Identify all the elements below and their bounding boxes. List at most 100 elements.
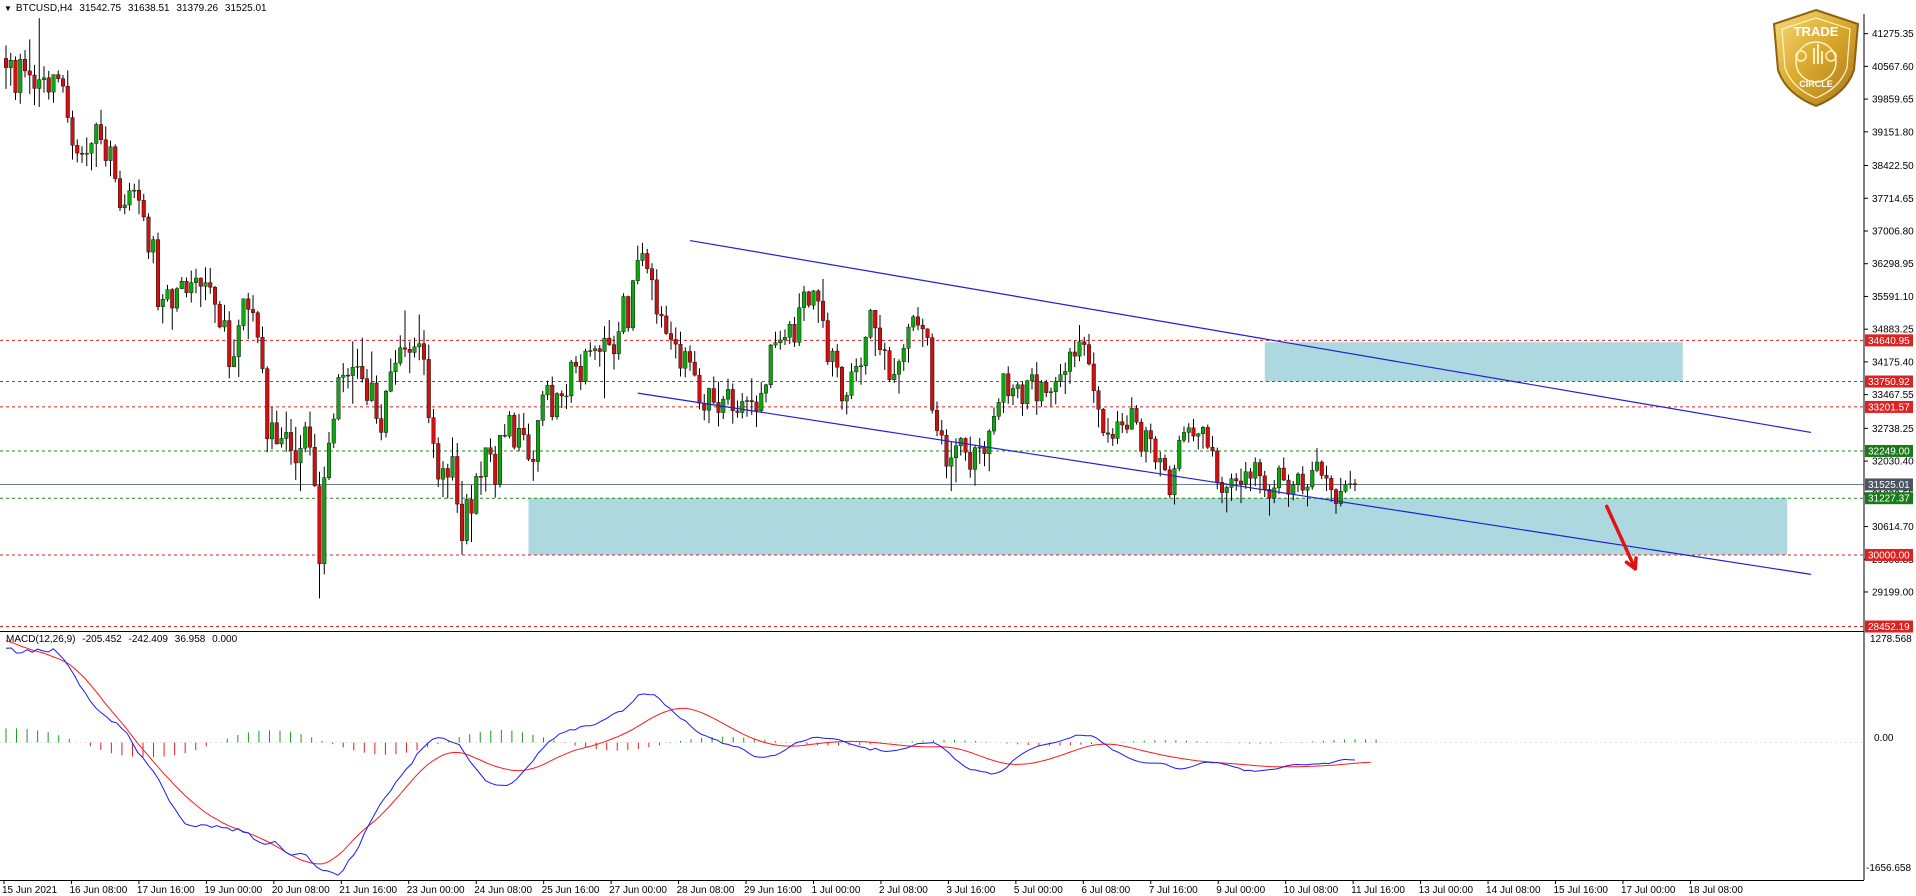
candle-body <box>897 361 902 375</box>
candle-body <box>593 348 598 351</box>
candle-body <box>1305 486 1310 491</box>
macd-header: MACD(12,26,9) -205.452 -242.409 36.958 0… <box>6 634 241 645</box>
candle-body <box>1105 432 1110 435</box>
candle-body <box>768 344 773 386</box>
candle-body <box>426 359 431 418</box>
candle-body <box>317 485 322 564</box>
level-tag-label: 31525.01 <box>1868 480 1910 491</box>
symbol-label: BTCUSD,H4 <box>15 3 73 14</box>
candle-body <box>270 422 275 440</box>
candle-body <box>840 367 845 402</box>
price-tick-label: 37714.65 <box>1872 194 1914 205</box>
candle-body <box>925 328 930 338</box>
logo-line2: CIRCLE <box>1799 79 1833 89</box>
candle-body <box>360 366 365 379</box>
candle-body <box>773 342 778 346</box>
candle-body <box>341 374 346 378</box>
level-tag-label: 34640.95 <box>1868 336 1910 347</box>
forecast-arrow <box>1605 504 1637 571</box>
candle-body <box>906 326 911 349</box>
candle-body <box>1067 351 1072 372</box>
candle-body <box>502 435 507 437</box>
candle-body <box>1338 490 1343 504</box>
candle-body <box>255 312 260 338</box>
candle-body <box>616 331 621 355</box>
price-tick-label: 38422.50 <box>1872 161 1914 172</box>
candle-body <box>417 343 422 348</box>
candle-body <box>184 281 189 293</box>
support-resistance-zone <box>528 498 1788 555</box>
candle-body <box>588 350 593 352</box>
candle-body <box>564 395 569 398</box>
collapse-triangle-icon[interactable]: ▼ <box>4 4 12 13</box>
candle-body <box>174 288 179 309</box>
candle-body <box>583 350 588 382</box>
candle-body <box>474 476 479 514</box>
candle-body <box>1319 461 1324 476</box>
candle-body <box>954 445 959 459</box>
candle-body <box>597 348 602 352</box>
level-tag-label: 33750.92 <box>1868 377 1910 388</box>
candle-body <box>821 300 826 321</box>
price-tick-label: 32738.25 <box>1872 424 1914 435</box>
candle-body <box>79 152 84 155</box>
candle-body <box>84 152 89 155</box>
price-tick-label: 37006.80 <box>1872 226 1914 237</box>
candle-body <box>536 420 541 462</box>
candle-body <box>949 457 954 467</box>
candle-body <box>797 307 802 343</box>
candle-body <box>816 290 821 302</box>
candle-body <box>1077 341 1082 357</box>
candle-body <box>227 320 232 367</box>
candle-body <box>441 468 446 480</box>
candle-body <box>1291 484 1296 495</box>
candle-body <box>117 178 122 208</box>
candle-body <box>635 260 640 281</box>
candle-body <box>322 477 327 564</box>
candle-body <box>1110 434 1115 439</box>
candle-body <box>1248 471 1253 479</box>
candle-body <box>735 410 740 413</box>
candle-body <box>863 336 868 367</box>
candle-body <box>493 453 498 485</box>
candle-body <box>764 384 769 394</box>
candle-body <box>51 74 56 93</box>
macd-axis-top: 1278.568 <box>1870 634 1912 645</box>
candle-body <box>208 282 213 288</box>
time-tick-label: 1 Jul 00:00 <box>811 885 860 896</box>
macd-label: MACD(12,26,9) <box>6 634 76 645</box>
candle-body <box>1034 374 1039 402</box>
time-tick-label: 13 Jul 00:00 <box>1419 885 1474 896</box>
candle-body <box>498 435 503 485</box>
trade-circle-logo: TRADE CIRCLE <box>1772 8 1860 108</box>
time-tick-label: 21 Jun 16:00 <box>339 885 397 896</box>
candle-body <box>127 190 132 206</box>
time-tick-label: 16 Jun 08:00 <box>69 885 127 896</box>
candle-body <box>1025 380 1030 404</box>
candle-body <box>1234 478 1239 482</box>
candle-body <box>488 447 493 455</box>
candle-body <box>103 139 108 161</box>
candle-body <box>113 146 118 179</box>
level-tag-label: 33201.57 <box>1868 402 1910 413</box>
candle-body <box>455 456 460 505</box>
candle-body <box>141 200 146 218</box>
candle-body <box>236 325 241 357</box>
time-tick-label: 24 Jun 08:00 <box>474 885 532 896</box>
candle-body <box>607 337 612 345</box>
price-tick-label: 30614.70 <box>1872 522 1914 533</box>
price-tick-label: 34175.40 <box>1872 357 1914 368</box>
candle-body <box>1167 469 1172 496</box>
candle-body <box>987 430 992 454</box>
candle-body <box>707 388 712 411</box>
level-tag <box>1865 620 1913 633</box>
candle-body <box>650 268 655 281</box>
candle-body <box>464 499 469 541</box>
candle-body <box>422 343 427 360</box>
candle-body <box>1253 462 1258 479</box>
candle-body <box>612 344 617 355</box>
candle-body <box>1191 427 1196 437</box>
candle-body <box>1219 482 1224 493</box>
candle-body <box>787 324 792 338</box>
